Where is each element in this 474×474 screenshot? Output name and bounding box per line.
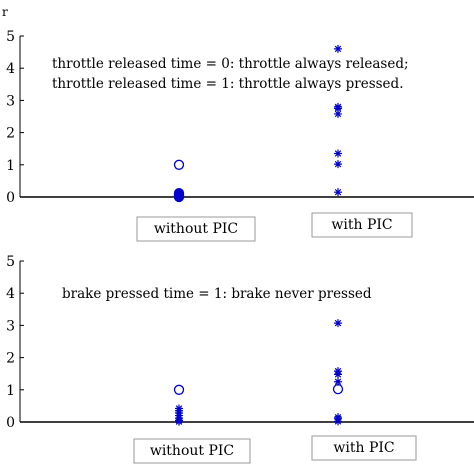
annotation-line: throttle released time = 1: throttle alw…	[52, 76, 403, 92]
y-tick-label: 5	[6, 254, 15, 270]
chart-panel-1: 0 1 2 3 4 5 throttle released time = 0: thrott…	[6, 29, 474, 242]
data-point-asterisk	[334, 377, 342, 386]
data-point-asterisk	[334, 417, 342, 426]
data-point-circle	[332, 384, 344, 395]
y-tick-label: 3	[6, 318, 15, 334]
annotation-line: throttle released time = 0: throttle alw…	[52, 56, 409, 72]
category-label: without PIC	[150, 443, 234, 459]
data-point-circle	[173, 384, 185, 395]
data-point-circle	[173, 159, 185, 170]
annotation-line: brake pressed time = 1: brake never pres…	[62, 286, 372, 302]
data-point-asterisk	[175, 192, 183, 201]
y-tick-label: 0	[6, 415, 15, 431]
data-point-asterisk	[334, 370, 342, 379]
y-tick-label: 2	[6, 351, 15, 367]
category-label: without PIC	[154, 221, 238, 237]
data-point-asterisk	[334, 188, 342, 197]
y-tick-label: 1	[6, 383, 15, 399]
y-tick-label: 2	[6, 126, 15, 142]
category-label: with PIC	[333, 440, 394, 456]
y-tick-label: 5	[6, 29, 15, 45]
category-label-box	[133, 438, 251, 464]
category-label-box	[136, 216, 256, 242]
y-tick-label: 4	[6, 286, 15, 302]
category-label-box	[311, 212, 413, 238]
y-tick-label: 1	[6, 158, 15, 174]
data-point-asterisk	[334, 109, 342, 118]
data-point-asterisk	[334, 160, 342, 169]
y-tick-label: 0	[6, 190, 15, 206]
y-tick-label: 3	[6, 93, 15, 109]
category-label: with PIC	[331, 217, 392, 233]
chart-panel-2: 0 1 2 3 4 5 brake pressed time = 1: brake neve…	[6, 254, 474, 464]
y-tick-label: 4	[6, 61, 15, 77]
edge-fragment: r	[2, 5, 8, 19]
data-point-asterisk	[175, 417, 183, 426]
data-point-asterisk	[334, 149, 342, 158]
data-point-asterisk	[334, 104, 342, 113]
data-point-asterisk	[334, 44, 342, 53]
data-point-asterisk	[334, 319, 342, 328]
category-label-box	[311, 435, 417, 461]
